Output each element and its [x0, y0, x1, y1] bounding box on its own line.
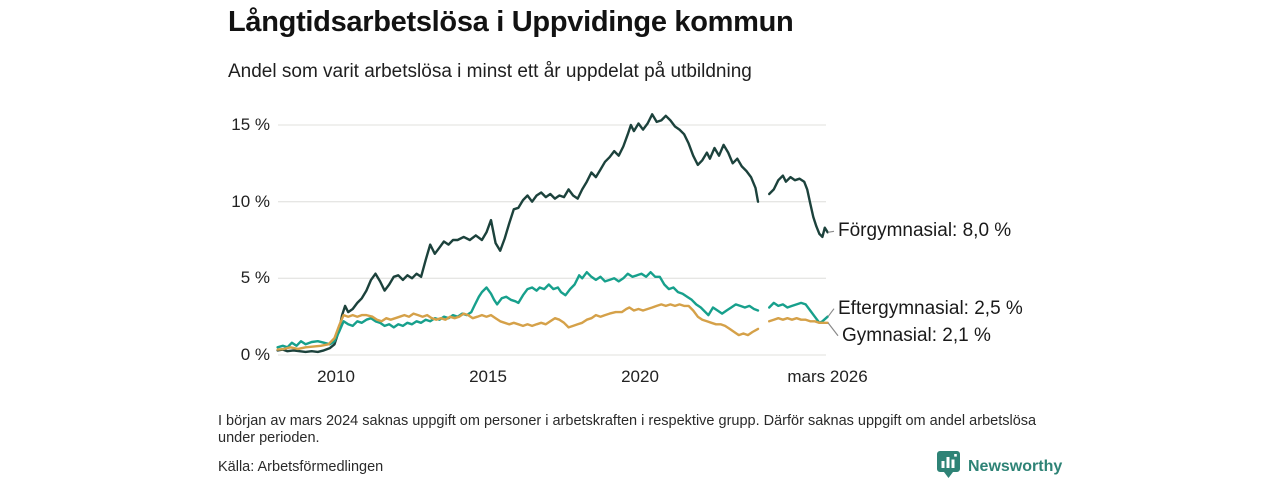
series-end-label: Förgymnasial: 8,0 %: [838, 220, 1012, 242]
x-tick-label: 2015: [469, 367, 507, 386]
series-line-eftergymnasial: [276, 271, 760, 349]
label-connector: [827, 322, 839, 337]
page-subtitle: Andel som varit arbetslösa i minst ett å…: [228, 61, 752, 82]
newsworthy-logo-icon: [936, 450, 961, 484]
series-end-label: Eftergymnasial: 2,5 %: [838, 297, 1023, 319]
series-end-label: Gymnasial: 2,1 %: [842, 324, 991, 346]
label-connector: [827, 308, 835, 318]
series-line-gymnasial: [276, 303, 760, 351]
y-tick-label: 15 %: [231, 115, 270, 134]
y-tick-label: 5 %: [240, 268, 270, 288]
chart-footnote: I början av mars 2024 saknas uppgift om …: [218, 413, 1037, 446]
label-connector: [827, 230, 835, 233]
series-line-frgymnasial: [768, 174, 829, 239]
newsworthy-brand: Newsworthy: [936, 450, 1062, 484]
y-tick-label: 0 %: [240, 345, 270, 364]
series-line-frgymnasial: [276, 113, 760, 354]
source-text: Källa: Arbetsförmedlingen: [218, 459, 384, 475]
brand-name: Newsworthy: [968, 458, 1063, 475]
page-title: Långtidsarbetslösa i Uppvidinge kommun: [228, 6, 794, 38]
series-line-gymnasial: [768, 317, 829, 324]
y-tick-label: 10 %: [231, 191, 270, 211]
x-tick-label: 2010: [317, 367, 355, 386]
x-tick-label: mars 2026: [787, 367, 868, 386]
x-tick-label: 2020: [621, 367, 659, 386]
